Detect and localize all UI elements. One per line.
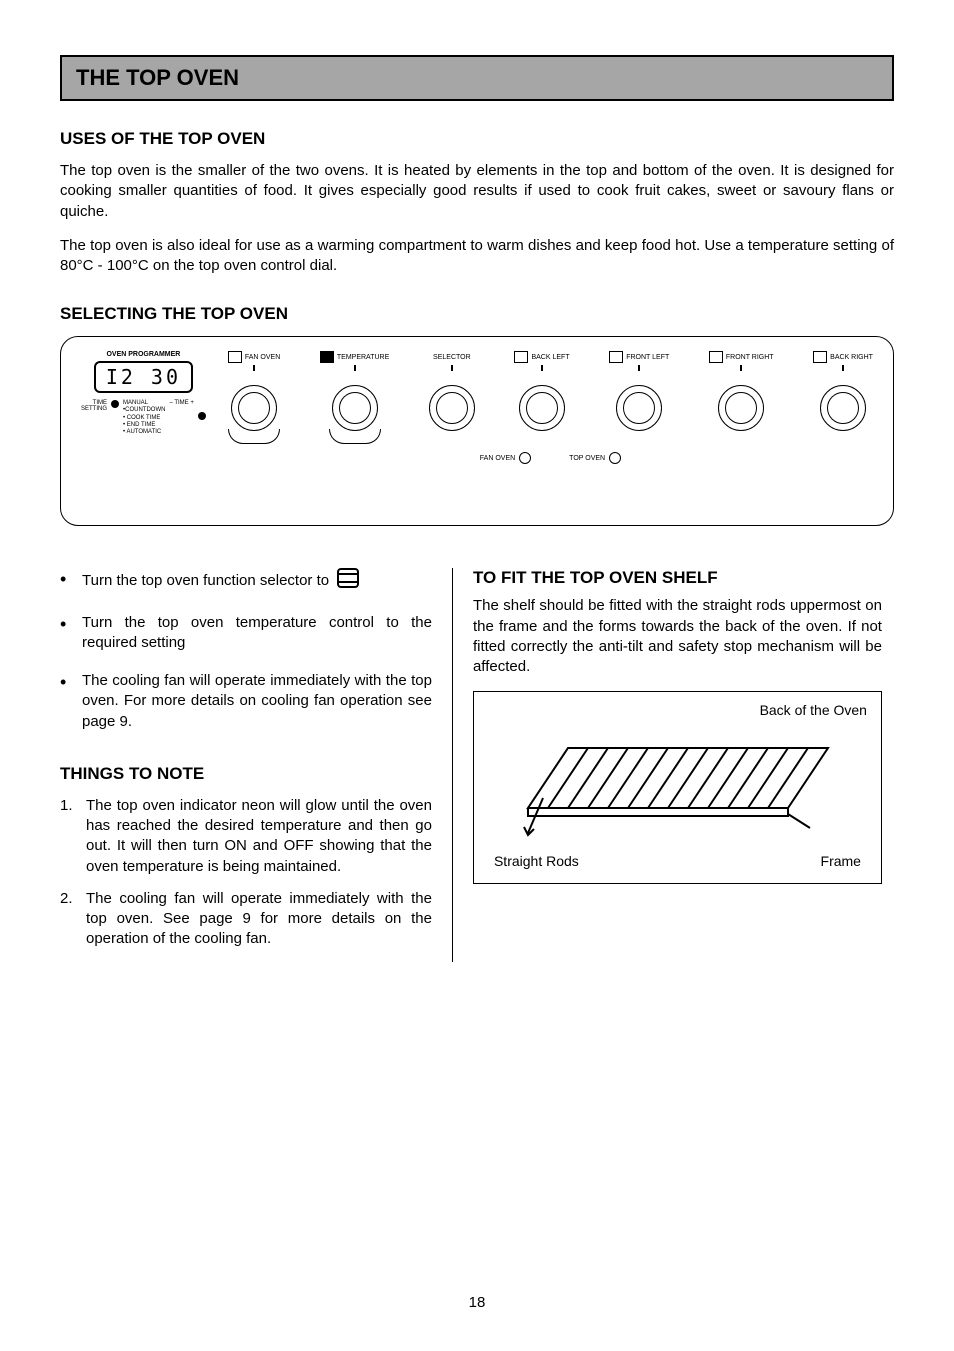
mode-item: MANUAL bbox=[123, 400, 165, 407]
heading-selecting: SELECTING THE TOP OVEN bbox=[60, 304, 894, 324]
page-title: THE TOP OVEN bbox=[76, 65, 878, 91]
knob-back-left: BACK LEFT bbox=[514, 351, 569, 444]
programmer-display: I2 30 bbox=[94, 361, 193, 393]
paragraph-shelf: The shelf should be fitted with the stra… bbox=[473, 596, 882, 677]
label-frame: Frame bbox=[821, 853, 861, 869]
hob-icon bbox=[609, 351, 623, 363]
heading-uses: USES OF THE TOP OVEN bbox=[60, 129, 894, 149]
temp-icon bbox=[320, 351, 334, 363]
bullet-text: Turn the top oven temperature control to… bbox=[82, 613, 432, 654]
label-back-of-oven: Back of the Oven bbox=[488, 702, 867, 718]
hob-icon bbox=[813, 351, 827, 363]
oven-programmer-block: OVEN PROGRAMMER I2 30 TIME SETTING MANUA… bbox=[81, 351, 206, 436]
heading-notes: THINGS TO NOTE bbox=[60, 764, 432, 784]
mode-item: • AUTOMATIC bbox=[123, 429, 165, 436]
page: THE TOP OVEN USES OF THE TOP OVEN The to… bbox=[0, 0, 954, 1351]
label-straight-rods: Straight Rods bbox=[494, 853, 579, 869]
note-item: The cooling fan will operate immediately… bbox=[60, 889, 432, 950]
knob-fan-oven: FAN OVEN bbox=[228, 351, 280, 444]
knob-selector: SELECTOR bbox=[429, 351, 475, 444]
light-label: FAN OVEN bbox=[480, 455, 515, 462]
note-item: The top oven indicator neon will glow un… bbox=[60, 796, 432, 877]
light-label: TOP OVEN bbox=[569, 455, 605, 462]
programmer-buttons: TIME SETTING MANUAL •COUNTDOWN • COOK TI… bbox=[81, 400, 206, 436]
hob-icon bbox=[709, 351, 723, 363]
knob-front-left: FRONT LEFT bbox=[609, 351, 669, 444]
led-icon bbox=[519, 452, 531, 464]
bullet-item: • Turn the top oven function selector to bbox=[60, 568, 432, 594]
hob-icon bbox=[514, 351, 528, 363]
dot-icon bbox=[198, 412, 206, 420]
page-number: 18 bbox=[0, 1294, 954, 1311]
bullet-text: The cooling fan will operate immediately… bbox=[82, 671, 432, 732]
paragraph-uses-1: The top oven is the smaller of the two o… bbox=[60, 161, 894, 222]
knob-front-right: FRONT RIGHT bbox=[709, 351, 774, 444]
notes-list: The top oven indicator neon will glow un… bbox=[60, 796, 432, 950]
bullet-text: Turn the top oven function selector to bbox=[82, 572, 329, 589]
mode-item: • END TIME bbox=[123, 422, 165, 429]
heading-shelf: TO FIT THE TOP OVEN SHELF bbox=[473, 568, 882, 588]
bullet-item: • The cooling fan will operate immediate… bbox=[60, 671, 432, 732]
bullet-item: • Turn the top oven temperature control … bbox=[60, 613, 432, 654]
time-plus-label: – TIME + bbox=[169, 400, 193, 406]
indicator-lights: FAN OVEN TOP OVEN bbox=[228, 452, 873, 464]
section-title-bar: THE TOP OVEN bbox=[60, 55, 894, 101]
dot-icon bbox=[111, 400, 119, 408]
knob-back-right: BACK RIGHT bbox=[813, 351, 873, 444]
right-column: TO FIT THE TOP OVEN SHELF The shelf shou… bbox=[465, 568, 882, 961]
paragraph-uses-2: The top oven is also ideal for use as a … bbox=[60, 236, 894, 277]
mode-item: •COUNTDOWN bbox=[123, 407, 165, 414]
programmer-title: OVEN PROGRAMMER bbox=[106, 351, 180, 358]
control-panel-figure: OVEN PROGRAMMER I2 30 TIME SETTING MANUA… bbox=[60, 336, 894, 526]
scale-arc-icon bbox=[228, 429, 280, 444]
fan-icon bbox=[228, 351, 242, 363]
shelf-figure: Back of the Oven bbox=[473, 691, 882, 884]
oven-mode-icon bbox=[337, 568, 359, 594]
column-divider bbox=[452, 568, 453, 961]
knob-temperature: TEMPERATURE bbox=[320, 351, 389, 444]
time-setting-label: TIME SETTING bbox=[81, 400, 107, 412]
left-column: • Turn the top oven function selector to bbox=[60, 568, 452, 961]
mode-list: MANUAL •COUNTDOWN • COOK TIME • END TIME… bbox=[123, 400, 165, 436]
two-column-layout: • Turn the top oven function selector to bbox=[60, 568, 894, 961]
mode-item: • COOK TIME bbox=[123, 415, 165, 422]
scale-arc-icon bbox=[329, 429, 381, 444]
led-icon bbox=[609, 452, 621, 464]
instruction-bullets: • Turn the top oven function selector to bbox=[60, 568, 432, 732]
shelf-diagram-icon bbox=[488, 718, 848, 848]
